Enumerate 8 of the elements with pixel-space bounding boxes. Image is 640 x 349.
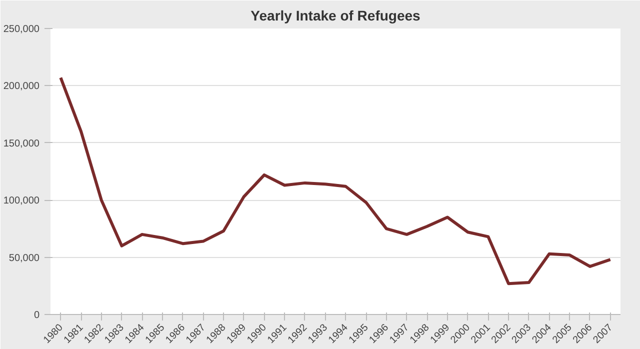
y-tick-label: 100,000 bbox=[3, 196, 40, 207]
y-tick-label: 50,000 bbox=[8, 252, 40, 264]
line-series bbox=[59, 76, 612, 286]
y-tick-label: 250,000 bbox=[3, 24, 40, 35]
y-tick-label: 0 bbox=[34, 310, 40, 321]
y-tick-label: 150,000 bbox=[3, 138, 40, 150]
chart-title: Yearly Intake of Refugees bbox=[250, 8, 421, 24]
y-tick-label: 200,000 bbox=[3, 81, 40, 92]
